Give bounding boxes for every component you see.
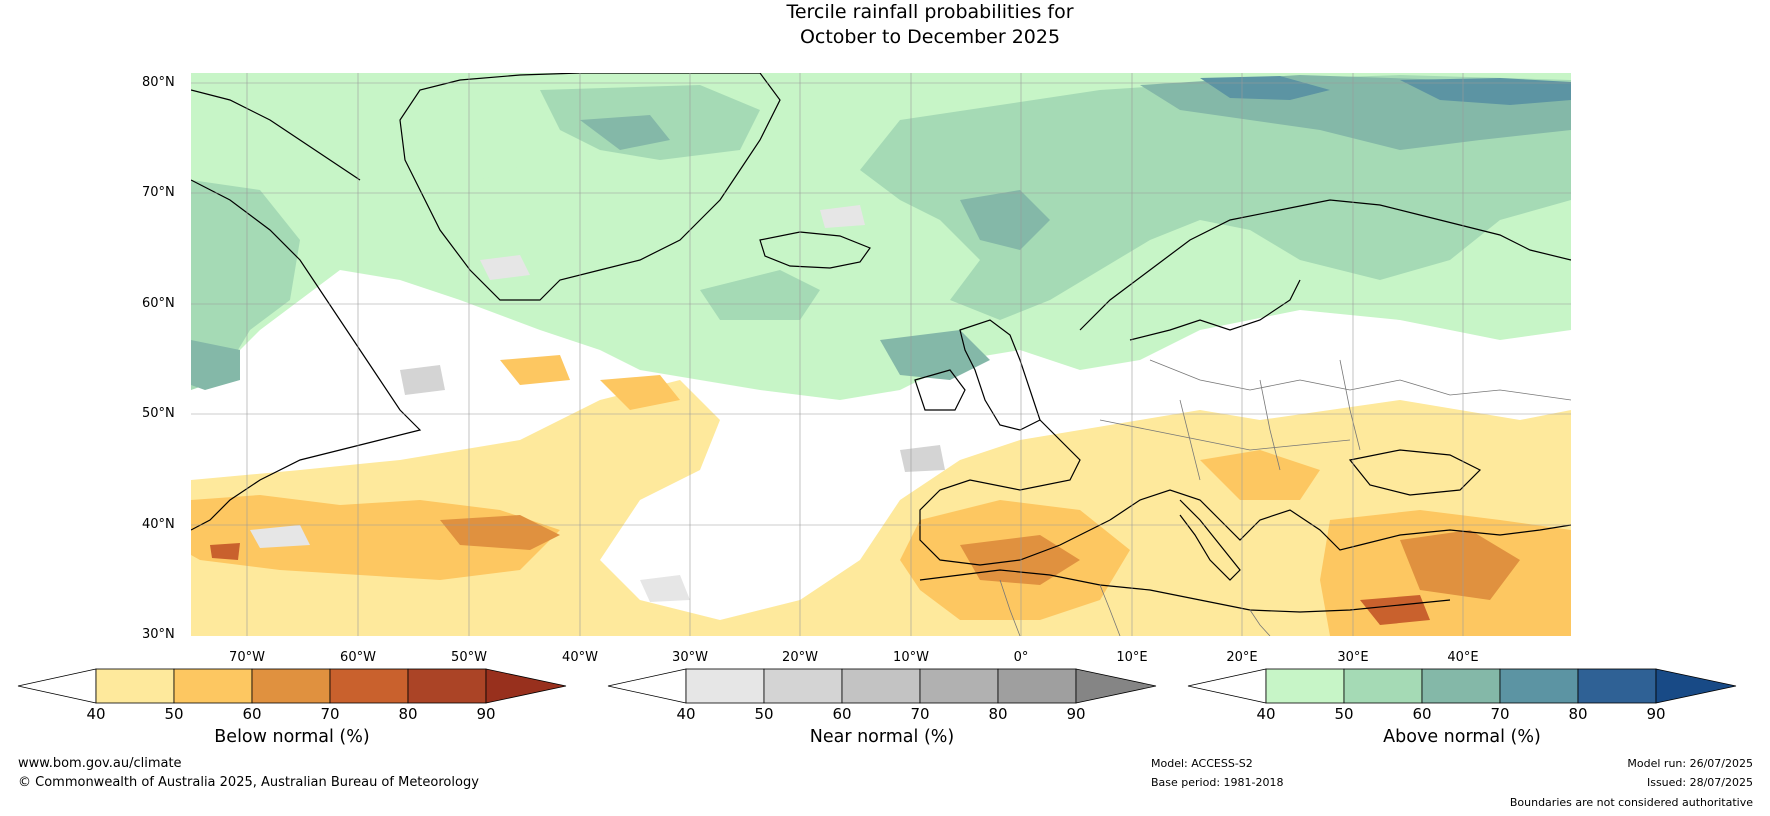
tick-label: 90 <box>1066 705 1086 723</box>
tick-label: 90 <box>476 705 496 723</box>
lon-label-40w: 40°W <box>562 650 598 665</box>
map-title: Tercile rainfall probabilities for Octob… <box>0 0 1770 50</box>
tick-label: 40 <box>676 705 696 723</box>
tick-label: 80 <box>398 705 418 723</box>
tick-label: 60 <box>242 705 262 723</box>
lon-label-30e: 30°E <box>1337 650 1369 665</box>
lat-label-60n: 60°N <box>142 296 175 311</box>
lon-label-40e: 40°E <box>1447 650 1479 665</box>
tick-label: 80 <box>1568 705 1588 723</box>
tick-label: 70 <box>910 705 930 723</box>
colorbar-above-label: Above normal (%) <box>1383 727 1541 747</box>
lon-label-30w: 30°W <box>672 650 708 665</box>
tick-label: 80 <box>988 705 1008 723</box>
tick-label: 50 <box>1334 705 1354 723</box>
lon-label-0: 0° <box>1013 650 1029 665</box>
below-normal-regions <box>191 355 1571 636</box>
map-title-line2: October to December 2025 <box>799 26 1061 48</box>
model-run-date: Model run: 26/07/2025 <box>1627 757 1753 770</box>
copyright-text: © Commonwealth of Australia 2025, Austra… <box>18 775 479 790</box>
tick-label: 70 <box>1490 705 1510 723</box>
colorbar-below-normal <box>17 668 567 704</box>
colorbar-near-label: Near normal (%) <box>809 727 955 747</box>
colorbar-above-normal <box>1187 668 1737 704</box>
lon-label-20e: 20°E <box>1226 650 1258 665</box>
graticule <box>191 73 1571 636</box>
tick-label: 60 <box>832 705 852 723</box>
lat-label-40n: 40°N <box>142 517 175 532</box>
lon-label-10e: 10°E <box>1116 650 1148 665</box>
website-link[interactable]: www.bom.gov.au/climate <box>18 756 182 771</box>
map-title-line1: Tercile rainfall probabilities for <box>786 1 1074 23</box>
lat-label-30n: 30°N <box>142 627 175 642</box>
tick-label: 50 <box>164 705 184 723</box>
boundaries-disclaimer: Boundaries are not considered authoritat… <box>1509 796 1753 809</box>
lat-label-70n: 70°N <box>142 185 175 200</box>
colorbar-below-label: Below normal (%) <box>214 727 370 747</box>
coastlines <box>191 73 1571 613</box>
lon-label-70w: 70°W <box>229 650 265 665</box>
issued-date: Issued: 28/07/2025 <box>1646 776 1753 789</box>
tick-label: 40 <box>86 705 106 723</box>
lat-label-50n: 50°N <box>142 406 175 421</box>
colorbar-near-normal <box>607 668 1157 704</box>
base-period: Base period: 1981-2018 <box>1151 776 1284 789</box>
model-name: Model: ACCESS-S2 <box>1151 757 1253 770</box>
lon-label-10w: 10°W <box>893 650 929 665</box>
lat-label-80n: 80°N <box>142 75 175 90</box>
tick-label: 70 <box>320 705 340 723</box>
lon-label-60w: 60°W <box>340 650 376 665</box>
country-borders <box>999 359 1571 636</box>
tick-label: 40 <box>1256 705 1276 723</box>
tick-label: 60 <box>1412 705 1432 723</box>
lon-label-50w: 50°W <box>451 650 487 665</box>
lon-label-20w: 20°W <box>782 650 818 665</box>
tick-label: 90 <box>1646 705 1666 723</box>
tick-label: 50 <box>754 705 774 723</box>
